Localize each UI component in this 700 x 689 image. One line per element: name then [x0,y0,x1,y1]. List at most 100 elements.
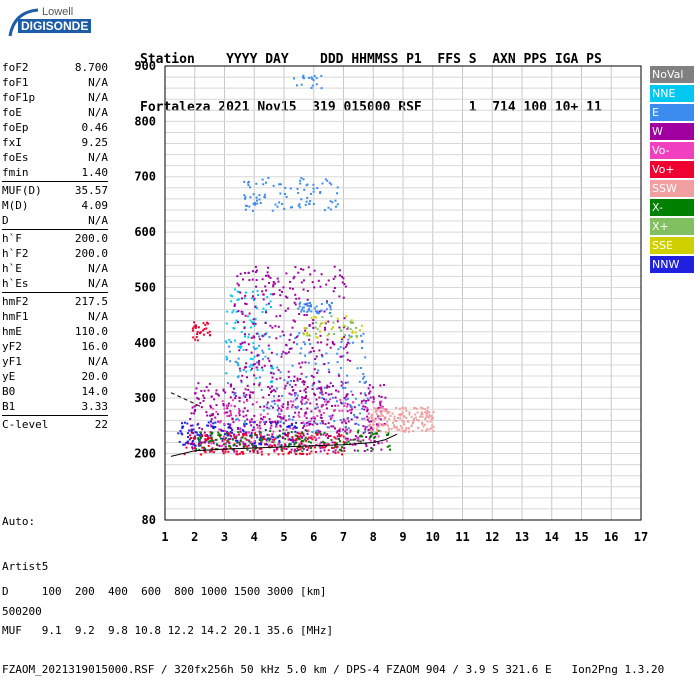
param-separator [2,229,108,230]
echo-point [259,405,262,408]
echo-point [325,283,328,286]
echo-point [337,404,340,407]
echo-point [236,299,239,301]
echo-point [242,442,245,445]
echo-point [342,402,345,405]
echo-point [360,324,363,327]
param-value: 1.40 [81,166,109,179]
echo-point [200,389,203,392]
echo-point [288,442,291,445]
echo-point [380,413,383,416]
echo-point [294,293,297,296]
echo-point [331,396,334,399]
echo-point [256,202,259,205]
echo-point [191,443,194,446]
echo-point [362,399,365,402]
echo-point [212,427,215,430]
echo-point [299,448,302,451]
echo-point [191,440,194,442]
echo-point [287,403,289,406]
echo-point [282,416,285,419]
echo-point [324,328,326,331]
echo-point [230,300,233,303]
echo-point [257,294,259,296]
echo-point [379,402,382,405]
echo-point [231,438,234,441]
echo-point [255,182,258,185]
echo-point [370,447,373,449]
echo-point [179,430,182,432]
echo-point [304,343,306,346]
echo-point [356,416,358,419]
echo-point [267,176,270,179]
echo-point [195,431,198,434]
echo-point [345,343,348,346]
echo-point [288,415,291,417]
echo-point [206,434,209,437]
echo-point [351,332,354,334]
echo-point [371,401,374,404]
echo-point [263,193,266,196]
echo-point [346,351,349,354]
echo-point [238,409,241,412]
echo-point [237,411,240,414]
echo-point [379,404,382,407]
echo-point [244,388,247,391]
echo-point [253,383,255,386]
echo-point [324,326,327,329]
echo-point [244,196,247,199]
echo-point [259,202,262,204]
echo-point [320,309,323,312]
echo-point [311,431,314,434]
echo-point [229,445,232,448]
echo-point [233,393,236,396]
echo-point [355,336,358,339]
echo-point [222,404,225,407]
echo-point [191,446,194,449]
echo-point [271,376,274,379]
echo-point [368,420,371,423]
echo-point [319,450,322,453]
echo-point [338,438,340,440]
echo-point [316,406,319,409]
echo-point [243,327,246,330]
echo-point [354,397,357,400]
echo-point [392,421,394,424]
echo-point [190,431,193,434]
echo-point [264,416,266,419]
echo-point [298,435,301,438]
echo-point [294,411,297,414]
echo-point [357,440,360,443]
echo-point [197,326,200,329]
echo-point [405,409,408,412]
echo-point [202,333,205,336]
echo-point [270,367,273,370]
param-value: 14.0 [81,385,109,398]
x-tick-label: 6 [310,530,317,544]
echo-point [270,351,273,354]
echo-point [204,324,207,326]
echo-point [305,421,308,424]
echo-point [321,393,324,396]
echo-point [288,425,291,428]
echo-point [234,321,237,324]
echo-point [431,417,434,419]
echo-point [213,425,216,428]
echo-point [319,192,322,194]
echo-point [381,414,384,417]
echo-point [218,444,221,447]
x-tick-label: 17 [634,530,648,544]
param-name: hmF2 [2,295,29,308]
echo-point [249,186,251,189]
echo-point [323,443,326,446]
echo-point [305,314,308,316]
echo-point [247,343,250,346]
digisonde-logo: Lowell DIGISONDE [4,6,92,38]
echo-point [308,76,310,79]
echo-point [274,390,277,393]
echo-point [338,269,341,272]
echo-point [232,327,235,329]
echo-point [265,439,268,442]
echo-point [355,326,357,329]
